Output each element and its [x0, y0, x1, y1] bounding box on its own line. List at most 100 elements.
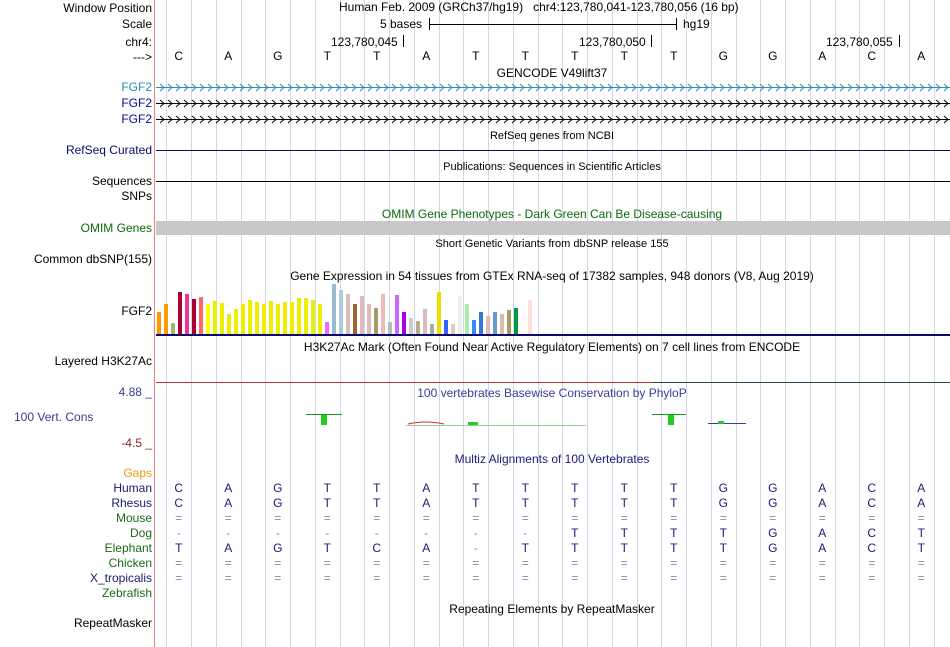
base-letter[interactable]: C: [867, 49, 877, 63]
gaps-label[interactable]: Gaps: [123, 466, 152, 480]
species-label[interactable]: Chicken: [108, 556, 152, 570]
gtex-tissue-bar[interactable]: [178, 292, 182, 334]
gtex-label[interactable]: FGF2: [121, 304, 152, 318]
gtex-tissue-bar[interactable]: [493, 312, 497, 334]
gene-strand-arrows[interactable]: [156, 99, 950, 108]
h3k27-label[interactable]: Layered H3K27Ac: [54, 354, 152, 368]
refseq-gene-line[interactable]: [156, 150, 950, 151]
gtex-gene-line[interactable]: [156, 334, 950, 336]
gtex-tissue-bar[interactable]: [325, 322, 329, 334]
gtex-tissue-bar[interactable]: [199, 297, 203, 334]
gtex-tissue-bar[interactable]: [458, 296, 462, 334]
gtex-tissue-bar[interactable]: [507, 310, 511, 334]
gtex-tissue-bar[interactable]: [444, 320, 448, 334]
base-letter[interactable]: T: [373, 49, 381, 63]
gtex-tissue-bar[interactable]: [416, 321, 420, 334]
gtex-tissue-bar[interactable]: [269, 301, 273, 334]
species-label[interactable]: Rhesus: [111, 496, 152, 510]
species-label[interactable]: Zebrafish: [101, 586, 152, 600]
gtex-tissue-bar[interactable]: [332, 284, 336, 334]
gtex-tissue-bar[interactable]: [276, 304, 280, 334]
base-letter[interactable]: A: [917, 49, 926, 63]
species-label[interactable]: Dog: [129, 526, 152, 540]
species-label[interactable]: X_tropicalis: [89, 571, 152, 585]
gtex-tissue-bar[interactable]: [521, 291, 525, 334]
base-letter[interactable]: T: [472, 49, 480, 63]
gtex-tissue-bar[interactable]: [262, 304, 266, 334]
gtex-tissue-bar[interactable]: [192, 299, 196, 334]
base-letter[interactable]: A: [818, 49, 827, 63]
gtex-tissue-bar[interactable]: [451, 324, 455, 334]
gtex-tissue-bar[interactable]: [346, 294, 350, 334]
gtex-tissue-bar[interactable]: [500, 314, 504, 334]
species-label[interactable]: Elephant: [104, 541, 152, 555]
gtex-tissue-bar[interactable]: [220, 303, 224, 334]
base-letter[interactable]: T: [521, 49, 529, 63]
gtex-tissue-bar[interactable]: [248, 300, 252, 334]
gtex-tissue-bar[interactable]: [206, 304, 210, 334]
gtex-tissue-bar[interactable]: [185, 294, 189, 334]
gtex-tissue-bar[interactable]: [514, 308, 518, 334]
gtex-tissue-bar[interactable]: [472, 320, 476, 334]
repeat-label[interactable]: RepeatMasker: [73, 616, 152, 630]
omim-gene-bar[interactable]: [156, 221, 950, 235]
gtex-tissue-bar[interactable]: [164, 304, 168, 334]
gtex-tissue-bar[interactable]: [486, 316, 490, 334]
base-letter[interactable]: G: [273, 49, 283, 63]
gtex-tissue-bar[interactable]: [367, 304, 371, 334]
gtex-tissue-bar[interactable]: [318, 304, 322, 334]
gtex-tissue-bar[interactable]: [297, 298, 301, 334]
gtex-bar-chart[interactable]: [157, 284, 537, 334]
gtex-tissue-bar[interactable]: [423, 309, 427, 334]
gtex-tissue-bar[interactable]: [213, 301, 217, 334]
gtex-tissue-bar[interactable]: [290, 302, 294, 334]
gtex-tissue-bar[interactable]: [381, 294, 385, 334]
sequences-line[interactable]: [156, 181, 950, 182]
gtex-tissue-bar[interactable]: [157, 312, 161, 334]
gencode-item-label[interactable]: FGF2: [121, 96, 152, 110]
gtex-tissue-bar[interactable]: [409, 318, 413, 334]
base-letter[interactable]: T: [323, 49, 331, 63]
base-letter[interactable]: A: [422, 49, 431, 63]
gtex-tissue-bar[interactable]: [311, 300, 315, 334]
gtex-tissue-bar[interactable]: [437, 292, 441, 334]
dbsnp-label[interactable]: Common dbSNP(155): [33, 252, 152, 266]
base-letter[interactable]: T: [670, 49, 678, 63]
gtex-tissue-bar[interactable]: [241, 304, 245, 334]
species-label[interactable]: Human: [113, 481, 152, 495]
species-label[interactable]: Mouse: [115, 511, 152, 525]
gtex-tissue-bar[interactable]: [255, 302, 259, 334]
gtex-tissue-bar[interactable]: [528, 300, 532, 334]
gtex-tissue-bar[interactable]: [402, 312, 406, 334]
base-letter[interactable]: T: [620, 49, 628, 63]
gtex-tissue-bar[interactable]: [388, 322, 392, 334]
gtex-tissue-bar[interactable]: [283, 302, 287, 334]
base-letter[interactable]: G: [768, 49, 778, 63]
gencode-item-label[interactable]: FGF2: [121, 80, 152, 94]
sequences-label[interactable]: Sequences: [91, 174, 152, 188]
refseq-label[interactable]: RefSeq Curated: [65, 143, 152, 157]
base-letter[interactable]: A: [224, 49, 233, 63]
snps-label[interactable]: SNPs: [121, 189, 152, 203]
gtex-tissue-bar[interactable]: [353, 304, 357, 334]
gtex-tissue-bar[interactable]: [465, 304, 469, 334]
phylop-signal[interactable]: [156, 400, 950, 440]
gtex-tissue-bar[interactable]: [395, 295, 399, 334]
gtex-tissue-bar[interactable]: [304, 298, 308, 334]
gtex-tissue-bar[interactable]: [171, 323, 175, 334]
base-letter[interactable]: T: [571, 49, 579, 63]
gtex-tissue-bar[interactable]: [227, 314, 231, 334]
h3k27-signal[interactable]: [156, 382, 652, 383]
gencode-item-label[interactable]: FGF2: [121, 112, 152, 126]
gene-strand-arrows[interactable]: [156, 115, 950, 124]
gtex-tissue-bar[interactable]: [360, 296, 364, 334]
gtex-tissue-bar[interactable]: [479, 312, 483, 334]
base-letter[interactable]: C: [174, 49, 184, 63]
h3k27-signal[interactable]: [652, 382, 950, 383]
gtex-tissue-bar[interactable]: [339, 290, 343, 334]
base-letter[interactable]: G: [718, 49, 728, 63]
gtex-tissue-bar[interactable]: [234, 309, 238, 334]
gene-strand-arrows[interactable]: [156, 83, 950, 92]
omim-label[interactable]: OMIM Genes: [80, 221, 152, 235]
gtex-tissue-bar[interactable]: [374, 308, 378, 334]
